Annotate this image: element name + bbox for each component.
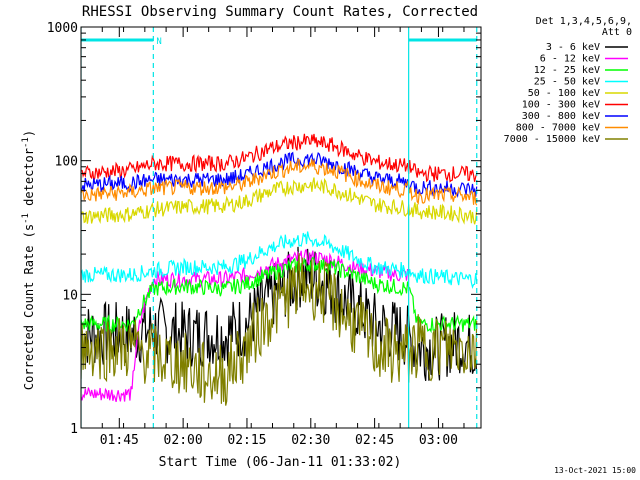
legend-entry-1: 3 - 6 keV — [546, 42, 600, 53]
x-tick-label-2: 02:00 — [164, 433, 203, 448]
x-tick-label-1: 01:45 — [100, 433, 139, 448]
y-axis-label-sup2: -1 — [21, 137, 31, 148]
series-line-7 — [81, 151, 478, 199]
y-axis-label-end: ) — [22, 130, 36, 137]
chart-title: RHESSI Observing Summary Count Rates, Co… — [82, 4, 478, 20]
series-line-5 — [81, 177, 478, 225]
series-line-3 — [81, 256, 478, 334]
x-tick-label-5: 02:45 — [355, 433, 394, 448]
y-axis-label-sup1: -1 — [21, 213, 31, 224]
timestamp: 13-Oct-2021 15:00 — [554, 466, 636, 475]
legend-entry-5: 50 - 100 keV — [528, 88, 600, 99]
plot-frame — [80, 26, 482, 429]
axes: 1 10 100 1000 01:45 02:00 02:15 02:30 02:45 03:00 — [47, 21, 482, 448]
legend-entry-7: 300 - 800 keV — [522, 111, 600, 122]
y-axis-label: Corrected Count Rate (s-1 detector-1) — [21, 130, 36, 390]
y-tick-label-2: 10 — [62, 288, 78, 303]
series-line-4 — [81, 231, 478, 289]
x-tick-label-3: 02:15 — [227, 433, 266, 448]
series-line-2 — [81, 249, 410, 403]
legend-entry-8: 800 - 7000 keV — [516, 123, 600, 134]
series-line-9 — [81, 253, 478, 406]
legend-entry-9: 7000 - 15000 keV — [504, 134, 600, 145]
y-tick-label-4: 1000 — [47, 21, 78, 36]
series-line-8 — [81, 158, 478, 206]
legend-entry-4: 25 - 50 keV — [534, 77, 600, 88]
legend-entry-6: 100 - 300 keV — [522, 100, 600, 111]
legend-header-2: Att 0 — [602, 27, 632, 38]
legend-entry-2: 6 - 12 keV — [540, 54, 600, 65]
y-tick-label-1: 1 — [70, 422, 78, 437]
plot-area: N — [81, 27, 478, 428]
y-axis-label-base: Corrected Count Rate (s — [22, 224, 36, 390]
annotation-n: N — [156, 37, 161, 47]
x-axis-label: Start Time (06-Jan-11 01:33:02) — [159, 455, 402, 470]
y-axis-label-mid: detector — [22, 148, 36, 213]
series-line-6 — [81, 133, 478, 183]
x-tick-label-4: 02:30 — [291, 433, 330, 448]
legend-header-1: Det 1,3,4,5,6,9, — [536, 16, 632, 27]
legend-entry-3: 12 - 25 keV — [534, 65, 600, 76]
x-tick-label-6: 03:00 — [419, 433, 458, 448]
y-tick-label-3: 100 — [55, 155, 78, 170]
